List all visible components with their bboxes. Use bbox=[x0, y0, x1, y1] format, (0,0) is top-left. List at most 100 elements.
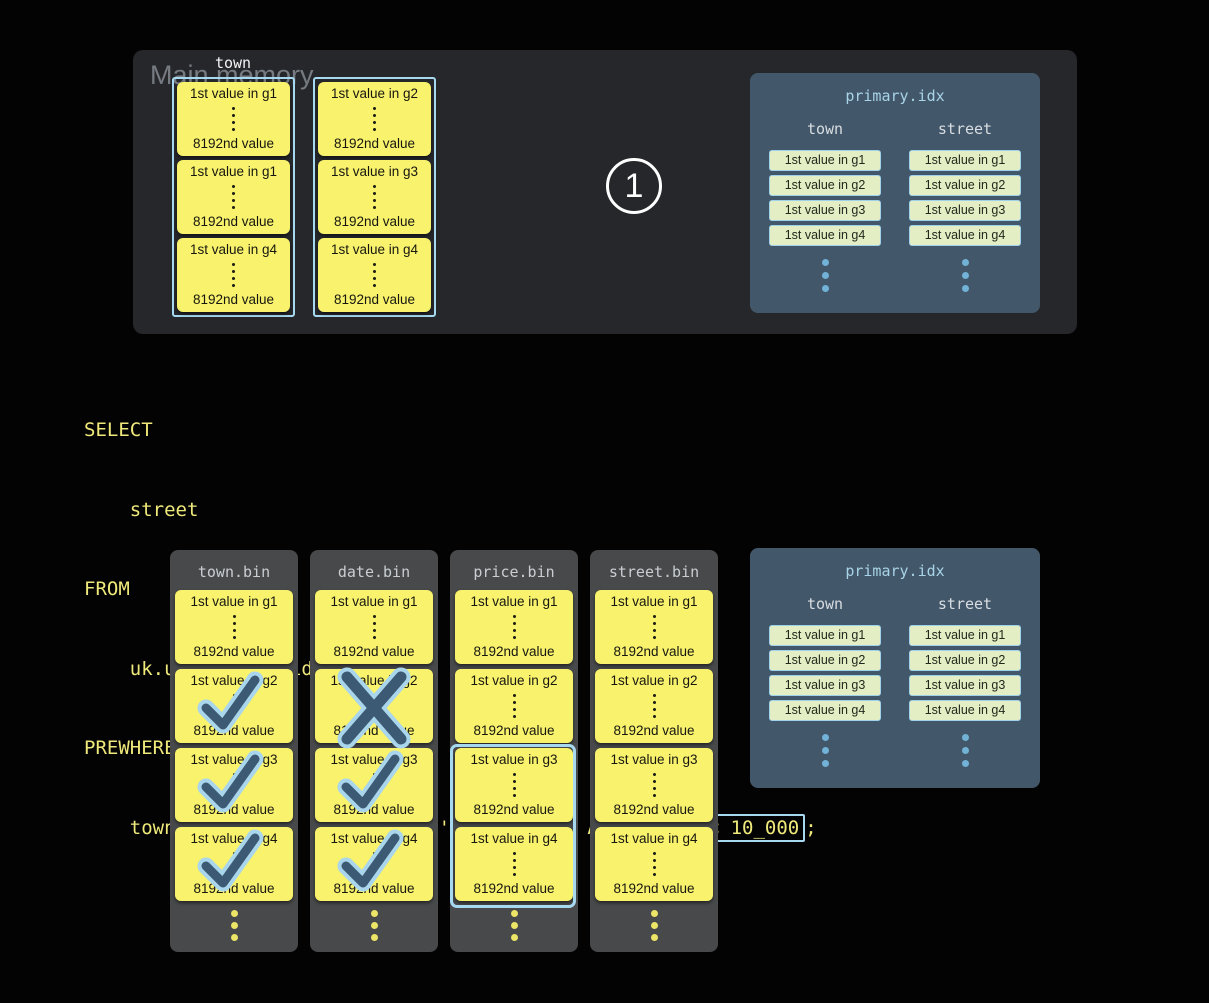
idx-column-name: street bbox=[937, 120, 993, 138]
granule-card: 1st value in g3 8192nd value bbox=[175, 748, 293, 822]
idx-column-name: street bbox=[937, 595, 993, 613]
granule-first-value: 1st value in g2 bbox=[330, 673, 418, 688]
granule-card: 1st value in g1 8192nd value bbox=[175, 590, 293, 664]
granule-last-value: 8192nd value bbox=[193, 723, 275, 738]
bin-title: date.bin bbox=[337, 563, 411, 581]
ellipsis-dots bbox=[373, 257, 376, 292]
ellipsis-dots bbox=[652, 688, 656, 723]
granule-card: 1st value in g3 8192nd value bbox=[455, 748, 573, 822]
idx-entry: 1st value in g2 bbox=[769, 650, 881, 671]
granule-card: 1st value in g1 8192nd value bbox=[177, 82, 290, 156]
town-column-label: town bbox=[214, 54, 252, 72]
granule-last-value: 8192nd value bbox=[193, 644, 275, 659]
granule-first-value: 1st value in g1 bbox=[189, 164, 278, 179]
granule-first-value: 1st value in g2 bbox=[330, 86, 419, 101]
ellipsis-dots bbox=[372, 609, 376, 644]
column-file-street-bin: street.bin 1st value in g1 8192nd value … bbox=[590, 550, 718, 952]
idx-town-column: town 1st value in g1 1st value in g2 1st… bbox=[769, 595, 881, 767]
granule-first-value: 1st value in g3 bbox=[330, 164, 419, 179]
granule-card: 1st value in g2 8192nd value bbox=[595, 669, 713, 743]
granule-last-value: 8192nd value bbox=[333, 644, 415, 659]
granule-last-value: 8192nd value bbox=[333, 292, 416, 307]
sql-line: SELECT bbox=[84, 419, 153, 441]
bin-title: town.bin bbox=[197, 563, 271, 581]
idx-column-name: town bbox=[806, 595, 844, 613]
ellipsis-dots bbox=[512, 688, 516, 723]
granule-last-value: 8192nd value bbox=[473, 881, 555, 896]
idx-entry: 1st value in g2 bbox=[909, 175, 1021, 196]
granule-last-value: 8192nd value bbox=[333, 214, 416, 229]
memory-granule-stack-1: 1st value in g1 8192nd value 1st value i… bbox=[172, 77, 295, 317]
idx-town-column: town 1st value in g1 1st value in g2 1st… bbox=[769, 120, 881, 292]
granule-first-value: 1st value in g4 bbox=[470, 831, 558, 846]
sql-semicolon: ; bbox=[805, 816, 817, 839]
idx-entry: 1st value in g3 bbox=[769, 675, 881, 696]
ellipsis-dots bbox=[232, 179, 235, 214]
ellipsis-dots bbox=[373, 101, 376, 136]
granule-first-value: 1st value in g4 bbox=[330, 831, 418, 846]
bin-title: street.bin bbox=[608, 563, 700, 581]
granule-card: 1st value in g4 8192nd value bbox=[318, 238, 431, 312]
idx-entry: 1st value in g1 bbox=[909, 625, 1021, 646]
granule-first-value: 1st value in g4 bbox=[190, 831, 278, 846]
granule-last-value: 8192nd value bbox=[473, 802, 555, 817]
ellipsis-dots bbox=[372, 846, 376, 881]
granule-last-value: 8192nd value bbox=[192, 292, 275, 307]
primary-idx-panel-bottom: primary.idx town 1st value in g1 1st val… bbox=[750, 548, 1040, 788]
ellipsis-dots bbox=[230, 910, 238, 941]
primary-idx-title: primary.idx bbox=[845, 87, 945, 105]
idx-entry: 1st value in g2 bbox=[769, 175, 881, 196]
sql-line: FROM bbox=[84, 578, 130, 600]
granule-first-value: 1st value in g3 bbox=[610, 752, 698, 767]
idx-entry: 1st value in g4 bbox=[769, 700, 881, 721]
granule-card: 1st value in g2 8192nd value bbox=[455, 669, 573, 743]
ellipsis-dots bbox=[652, 846, 656, 881]
granule-first-value: 1st value in g1 bbox=[610, 594, 698, 609]
ellipsis-dots bbox=[652, 609, 656, 644]
ellipsis-dots bbox=[961, 259, 969, 292]
column-file-town-bin: town.bin 1st value in g1 8192nd value 1s… bbox=[170, 550, 298, 952]
ellipsis-dots bbox=[232, 101, 235, 136]
idx-entry: 1st value in g3 bbox=[909, 200, 1021, 221]
granule-last-value: 8192nd value bbox=[613, 802, 695, 817]
idx-entry: 1st value in g1 bbox=[909, 150, 1021, 171]
sql-line: street bbox=[84, 498, 199, 521]
granule-first-value: 1st value in g4 bbox=[330, 242, 419, 257]
granule-first-value: 1st value in g4 bbox=[610, 831, 698, 846]
granule-card: 1st value in g1 8192nd value bbox=[177, 160, 290, 234]
granule-last-value: 8192nd value bbox=[333, 136, 416, 151]
main-memory-panel: Main memory town 1st value in g1 8192nd … bbox=[133, 50, 1077, 334]
ellipsis-dots bbox=[232, 846, 236, 881]
column-file-price-bin: price.bin 1st value in g1 8192nd value 1… bbox=[450, 550, 578, 952]
idx-entry: 1st value in g3 bbox=[909, 675, 1021, 696]
ellipsis-dots bbox=[372, 767, 376, 802]
granule-first-value: 1st value in g1 bbox=[189, 86, 278, 101]
granule-first-value: 1st value in g3 bbox=[470, 752, 558, 767]
ellipsis-dots bbox=[650, 910, 658, 941]
granule-first-value: 1st value in g1 bbox=[330, 594, 418, 609]
ellipsis-dots bbox=[510, 910, 518, 941]
granule-card: 1st value in g4 8192nd value bbox=[315, 827, 433, 901]
granule-card: 1st value in g2 8192nd value bbox=[315, 667, 433, 749]
granule-first-value: 1st value in g2 bbox=[190, 673, 278, 688]
ellipsis-dots bbox=[652, 767, 656, 802]
idx-entry: 1st value in g3 bbox=[769, 200, 881, 221]
granule-card: 1st value in g4 8192nd value bbox=[177, 238, 290, 312]
granule-card: 1st value in g4 8192nd value bbox=[455, 827, 573, 901]
memory-granule-stack-2: 1st value in g2 8192nd value 1st value i… bbox=[313, 77, 436, 317]
idx-street-column: street 1st value in g1 1st value in g2 1… bbox=[909, 595, 1021, 767]
granule-first-value: 1st value in g3 bbox=[190, 752, 278, 767]
granule-card: 1st value in g1 8192nd value bbox=[315, 590, 433, 664]
granule-last-value: 8192nd value bbox=[333, 723, 415, 738]
ellipsis-dots bbox=[370, 910, 378, 941]
ellipsis-dots bbox=[961, 734, 969, 767]
primary-idx-panel-top: primary.idx town 1st value in g1 1st val… bbox=[750, 73, 1040, 313]
granule-last-value: 8192nd value bbox=[613, 723, 695, 738]
ellipsis-dots bbox=[512, 609, 516, 644]
selected-granules-outline bbox=[450, 744, 576, 908]
granule-card: 1st value in g1 8192nd value bbox=[455, 590, 573, 664]
column-file-date-bin: date.bin 1st value in g1 8192nd value 1s… bbox=[310, 550, 438, 952]
granule-first-value: 1st value in g2 bbox=[610, 673, 698, 688]
idx-column-name: town bbox=[806, 120, 844, 138]
